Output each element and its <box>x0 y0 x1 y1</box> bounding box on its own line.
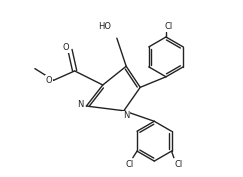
Text: HO: HO <box>99 22 112 31</box>
Text: N: N <box>123 111 129 120</box>
Text: O: O <box>62 43 69 52</box>
Text: N: N <box>77 100 83 109</box>
Text: Cl: Cl <box>126 159 134 169</box>
Text: Cl: Cl <box>174 159 183 169</box>
Text: O: O <box>46 76 52 85</box>
Text: Cl: Cl <box>164 22 173 31</box>
